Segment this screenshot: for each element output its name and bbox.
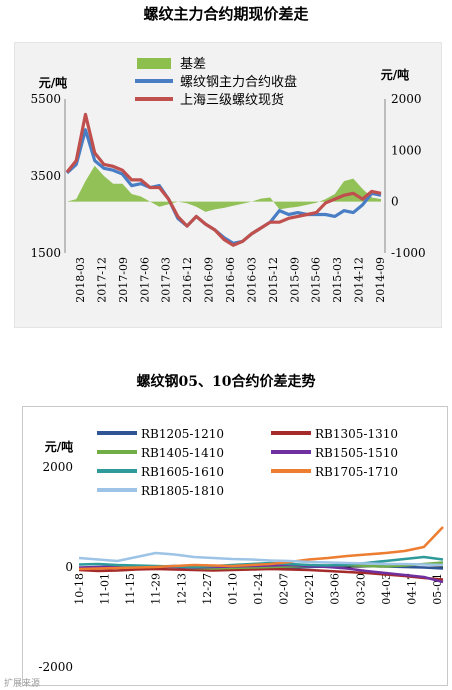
chart1-x-tick-label: 2016-09 (203, 257, 216, 303)
watermark-text: 扩展来源 (4, 679, 41, 689)
chart2-y-unit-label: 元/吨 (45, 439, 73, 454)
chart1-x-tick-label: 2016-06 (224, 257, 237, 303)
chart2-x-tick-label: 01-10 (226, 573, 239, 605)
chart1-panel: 元/吨 元/吨 1500 3500 5500 -1000 0 1000 2000 2018-03 2… (14, 42, 442, 328)
chart1-right-tick-label: 2000 (391, 92, 422, 106)
chart2-y-tick-label: -2000 (38, 660, 73, 674)
chart2-x-tick-label: 12-27 (201, 573, 214, 605)
chart1-x-tick-label: 2014-12 (353, 257, 366, 303)
chart2-series-line-5 (78, 526, 444, 571)
chart1-legend-label: 螺纹钢主力合约收盘 (180, 74, 297, 90)
chart2-legend-label: RB1805-1810 (141, 484, 224, 498)
chart2-x-tick-label: 11-29 (150, 573, 163, 605)
chart2-svg: 元/吨 2000 0 -2000 10-18 11-01 11-15 11-29 12-13 12… (38, 427, 444, 674)
chart1-x-tick-label: 2015-03 (331, 257, 344, 303)
chart2-x-tick-label: 03-20 (354, 573, 367, 605)
chart1-x-tick-label: 2016-03 (245, 257, 258, 303)
chart1-left-tick-label: 3500 (30, 169, 61, 183)
chart1-series-basis-area (67, 165, 381, 212)
chart2-x-tick-label: 04-17 (405, 573, 418, 605)
chart2-panel: 元/吨 2000 0 -2000 10-18 11-01 11-15 11-29 12-13 12… (22, 406, 448, 686)
chart1-title: 螺纹主力合约期现价差走 (143, 5, 309, 23)
chart2-x-tick-label: 02-07 (278, 573, 291, 605)
chart1-right-tick-label: -1000 (391, 246, 426, 260)
chart2-x-tick-label: 10-18 (73, 573, 86, 605)
chart2-series-line-6 (78, 551, 444, 567)
chart1-x-tick-label: 2014-09 (374, 257, 387, 303)
chart1-legend-label: 基差 (180, 57, 206, 72)
chart2-legend-label: RB1505-1510 (315, 446, 398, 460)
chart1-x-tick-label: 2017-09 (117, 257, 130, 303)
chart1-left-unit-label: 元/吨 (39, 75, 67, 90)
chart1-legend-swatch-0 (137, 58, 171, 69)
chart1-x-tick-label: 2017-06 (138, 257, 151, 303)
chart2-y-tick-label: 2000 (42, 460, 73, 474)
chart2-legend-label: RB1205-1210 (141, 427, 224, 441)
chart1-x-tick-label: 2015-12 (267, 257, 280, 303)
chart2-x-tick-label: 01-24 (252, 573, 265, 605)
chart2-legend-label: RB1605-1610 (141, 465, 224, 479)
chart2-legend-label: RB1705-1710 (315, 465, 398, 479)
chart1-x-tick-label: 2017-12 (95, 257, 108, 303)
chart1-right-tick-label: 1000 (391, 143, 422, 157)
chart1-x-tick-label: 2018-03 (74, 257, 87, 303)
chart2-x-tick-label: 02-21 (303, 573, 316, 605)
chart2-title: 螺纹钢05、10合约价差走势 (136, 374, 316, 390)
chart1-right-unit-label: 元/吨 (381, 67, 409, 82)
chart1-right-tick-label: 0 (391, 195, 399, 209)
chart1-legend-label: 上海三级螺纹现货 (180, 92, 284, 108)
chart2-series-line-1 (78, 567, 444, 581)
chart2-x-tick-label: 12-13 (175, 573, 188, 605)
chart1-left-tick-label: 5500 (30, 92, 61, 106)
chart2-x-tick-label: 03-06 (329, 573, 342, 605)
chart2-legend-label: RB1305-1310 (315, 427, 398, 441)
chart1-x-tick-label: 2015-09 (288, 257, 301, 303)
chart1-x-tick-label: 2015-06 (310, 257, 323, 303)
chart1-series-line-2 (65, 112, 382, 247)
chart2-x-tick-label: 04-03 (380, 573, 393, 605)
chart2-legend-label: RB1405-1410 (141, 446, 224, 460)
chart1-x-tick-label: 2017-03 (160, 257, 173, 303)
chart1-left-tick-label: 1500 (30, 246, 61, 260)
chart1-x-tick-label: 2016-12 (181, 257, 194, 303)
chart2-y-tick-label: 0 (65, 560, 73, 574)
chart2-x-tick-label: 11-01 (99, 573, 112, 605)
chart2-x-tick-label: 11-15 (124, 573, 137, 605)
